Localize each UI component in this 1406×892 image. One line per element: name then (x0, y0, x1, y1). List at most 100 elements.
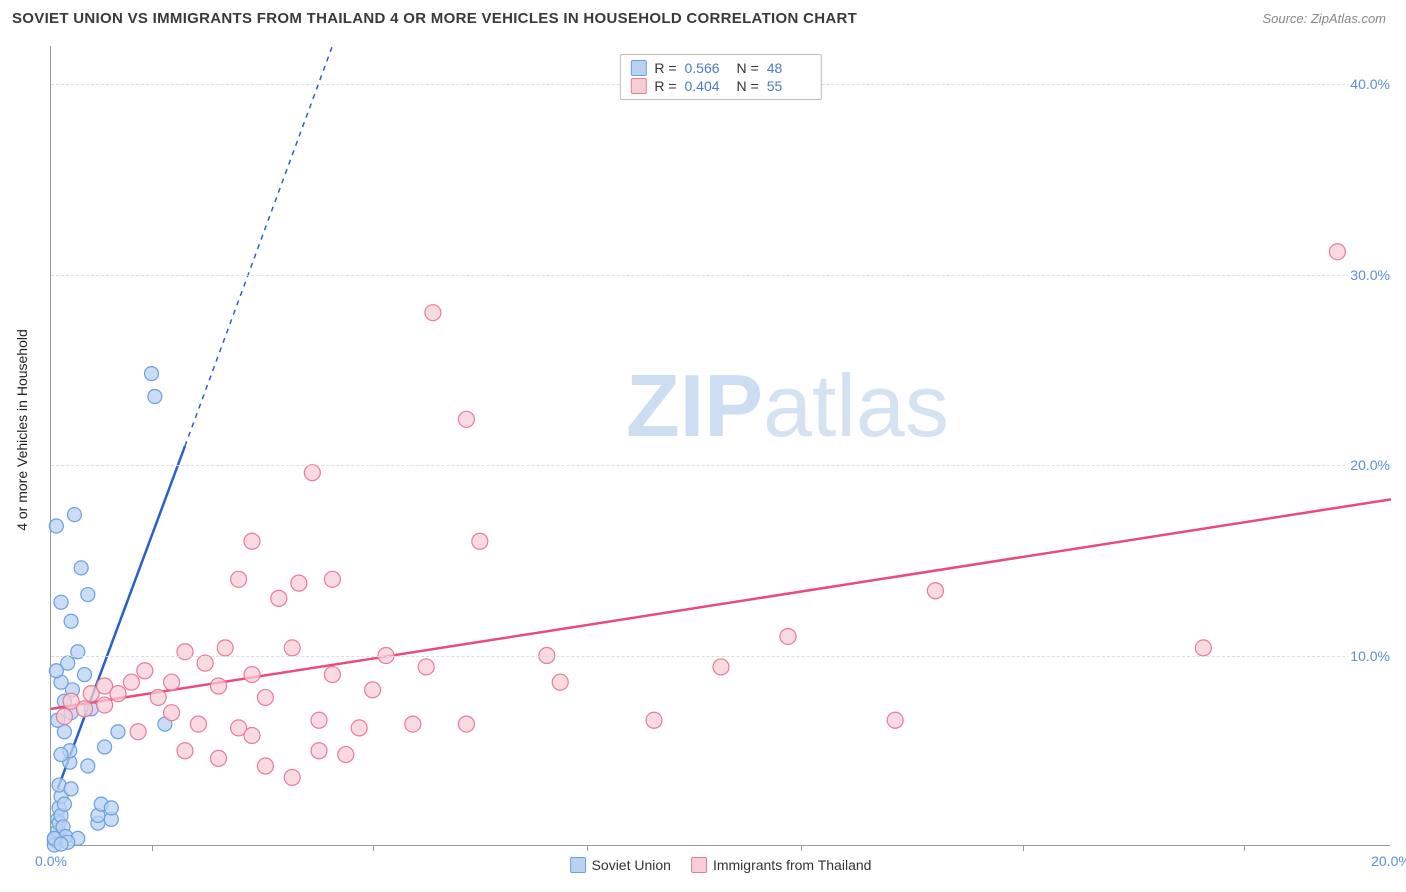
data-point (271, 590, 287, 606)
data-point (148, 389, 162, 403)
data-point (150, 689, 166, 705)
title-bar: SOVIET UNION VS IMMIGRANTS FROM THAILAND… (0, 0, 1406, 33)
legend-swatch (691, 857, 707, 873)
data-point (713, 659, 729, 675)
legend-stats: R = 0.566 N = 48 R = 0.404 N = 55 (619, 54, 821, 100)
data-point (49, 519, 63, 533)
data-point (257, 758, 273, 774)
legend-swatch (570, 857, 586, 873)
data-point (418, 659, 434, 675)
data-point (145, 367, 159, 381)
data-point (54, 837, 68, 851)
x-minor-tick (1244, 845, 1245, 851)
r-label: R = (654, 60, 676, 76)
data-point (552, 674, 568, 690)
data-point (257, 689, 273, 705)
data-point (291, 575, 307, 591)
data-point (67, 508, 81, 522)
data-point (104, 801, 118, 815)
data-point (1195, 640, 1211, 656)
legend-label: Soviet Union (592, 857, 671, 873)
data-point (197, 655, 213, 671)
data-point (231, 571, 247, 587)
data-point (71, 645, 85, 659)
gridline-h (51, 275, 1390, 276)
data-point (244, 533, 260, 549)
data-point (98, 740, 112, 754)
x-minor-tick (1023, 845, 1024, 851)
data-point (284, 769, 300, 785)
y-tick-label: 30.0% (1348, 267, 1392, 283)
y-axis-title: 4 or more Vehicles in Household (14, 329, 30, 531)
gridline-h (51, 656, 1390, 657)
x-minor-tick (373, 845, 374, 851)
legend-stat-row: R = 0.404 N = 55 (630, 77, 810, 95)
data-point (472, 533, 488, 549)
n-value: 55 (767, 78, 811, 94)
data-point (78, 668, 92, 682)
legend-swatch (630, 78, 646, 94)
n-label: N = (737, 78, 759, 94)
legend-series: Soviet Union Immigrants from Thailand (570, 857, 872, 873)
data-point (780, 628, 796, 644)
x-tick-label: 20.0% (1371, 853, 1406, 869)
data-point (365, 682, 381, 698)
r-label: R = (654, 78, 676, 94)
data-point (458, 411, 474, 427)
watermark: ZIPatlas (626, 355, 949, 457)
data-point (1329, 244, 1345, 260)
x-tick-label: 0.0% (35, 853, 67, 869)
legend-label: Immigrants from Thailand (713, 857, 871, 873)
data-point (54, 748, 68, 762)
data-point (164, 705, 180, 721)
data-point (137, 663, 153, 679)
data-point (338, 747, 354, 763)
data-point (81, 759, 95, 773)
data-point (284, 640, 300, 656)
data-point (244, 667, 260, 683)
data-point (130, 724, 146, 740)
data-point (311, 712, 327, 728)
data-point (211, 750, 227, 766)
data-point (177, 644, 193, 660)
data-point (61, 656, 75, 670)
data-point (217, 640, 233, 656)
data-point (123, 674, 139, 690)
y-tick-label: 10.0% (1348, 648, 1392, 664)
data-point (425, 305, 441, 321)
data-point (405, 716, 421, 732)
data-point (110, 686, 126, 702)
legend-swatch (630, 60, 646, 76)
data-point (74, 561, 88, 575)
x-minor-tick (801, 845, 802, 851)
data-point (177, 743, 193, 759)
data-point (458, 716, 474, 732)
data-point (311, 743, 327, 759)
legend-stat-row: R = 0.566 N = 48 (630, 59, 810, 77)
watermark-bold: ZIP (626, 356, 763, 455)
legend-item: Immigrants from Thailand (691, 857, 871, 873)
x-minor-tick (152, 845, 153, 851)
data-point (887, 712, 903, 728)
data-point (211, 678, 227, 694)
watermark-rest: atlas (763, 356, 949, 455)
data-point (77, 701, 93, 717)
data-point (244, 728, 260, 744)
y-tick-label: 20.0% (1348, 457, 1392, 473)
data-point (164, 674, 180, 690)
data-point (324, 667, 340, 683)
source-label: Source: ZipAtlas.com (1262, 11, 1386, 26)
x-minor-tick (587, 845, 588, 851)
data-point (927, 583, 943, 599)
data-point (81, 588, 95, 602)
y-tick-label: 40.0% (1348, 76, 1392, 92)
data-point (324, 571, 340, 587)
data-point (64, 782, 78, 796)
data-point (190, 716, 206, 732)
data-point (111, 725, 125, 739)
data-point (97, 697, 113, 713)
data-point (54, 595, 68, 609)
chart-title: SOVIET UNION VS IMMIGRANTS FROM THAILAND… (12, 10, 857, 27)
r-value: 0.566 (685, 60, 729, 76)
data-point (304, 465, 320, 481)
